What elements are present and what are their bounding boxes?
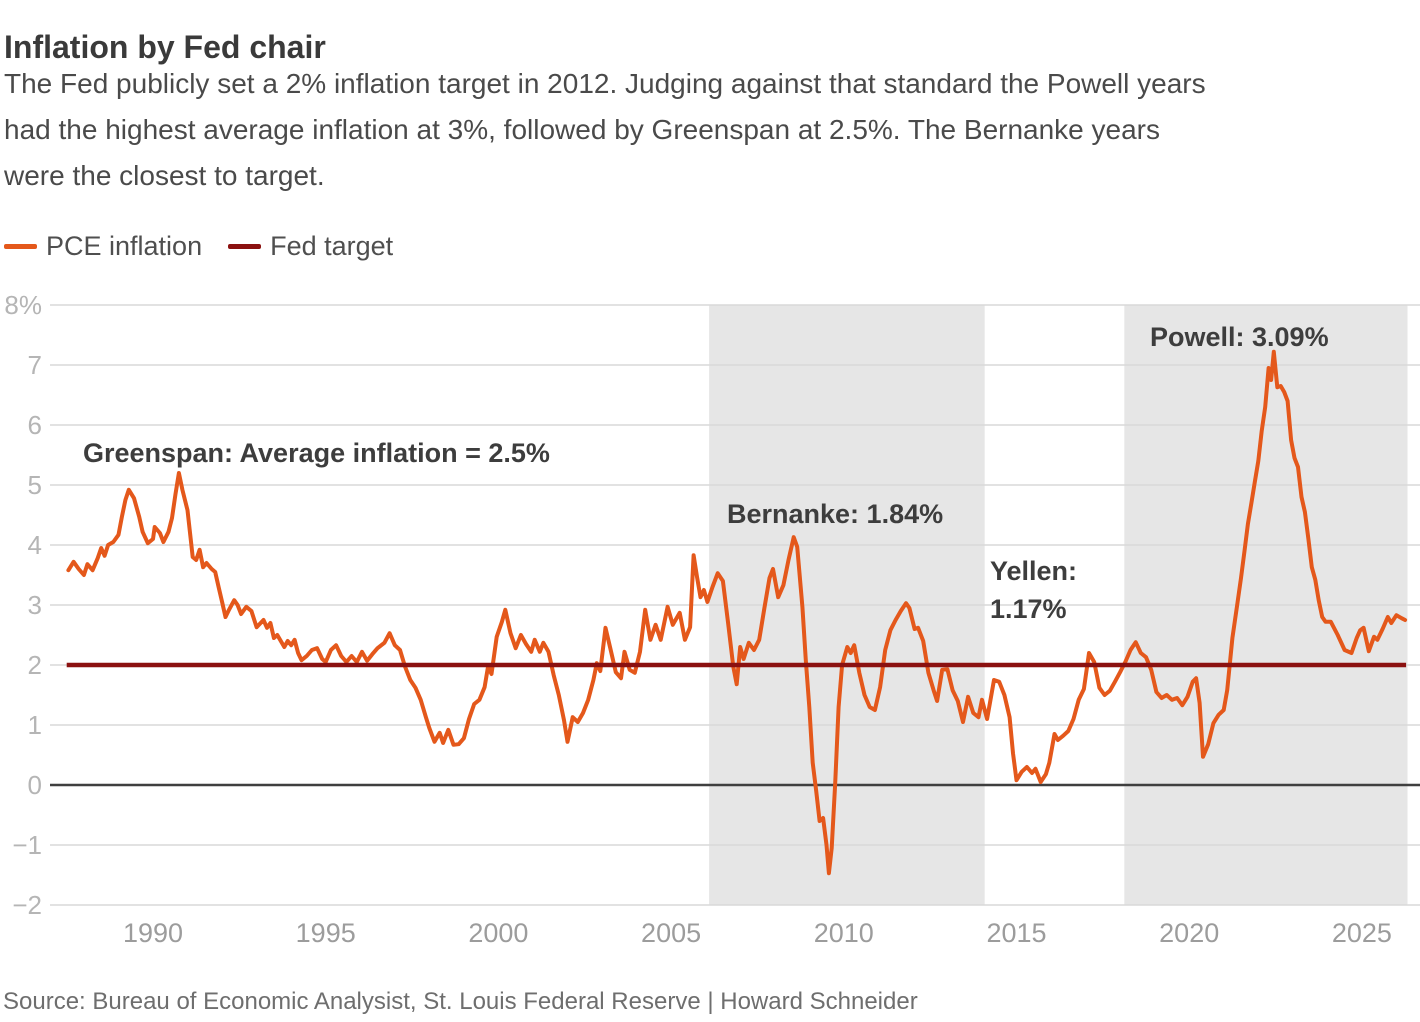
legend-label-fed-target: Fed target (270, 231, 394, 261)
y-axis-tick--2: −2 (12, 890, 42, 920)
inflation-line-chart: 8% 7 6 5 4 3 2 1 0 −1 −2 1990 1995 2000 2005 2010 2015 20… (0, 290, 1420, 955)
x-axis-tick-2025: 2025 (1332, 918, 1392, 948)
source-attribution: Source: Bureau of Economic Analysist, St… (3, 988, 918, 1015)
x-axis-tick-1995: 1995 (296, 918, 356, 948)
page-title: Inflation by Fed chair (4, 29, 326, 66)
annotation-yellen: Yellen: 1.17% (990, 556, 1078, 624)
x-axis-tick-2000: 2000 (468, 918, 528, 948)
y-axis-tick-4: 4 (28, 530, 42, 560)
fed-target-swatch-icon (228, 244, 262, 249)
y-axis-tick-8: 8% (4, 290, 42, 320)
annotation-bernanke: Bernanke: 1.84% (727, 499, 944, 529)
subtitle-line-3: were the closest to target. (4, 160, 325, 191)
pce-inflation-line (66, 349, 1408, 876)
x-axis-tick-2005: 2005 (641, 918, 701, 948)
annotation-powell: Powell: 3.09% (1150, 322, 1329, 352)
y-axis-tick-2: 2 (28, 650, 42, 680)
chart-legend: PCE inflation Fed target (4, 231, 393, 262)
legend-label-pce-inflation: PCE inflation (46, 231, 203, 261)
x-axis-tick-2015: 2015 (986, 918, 1046, 948)
chart-subtitle: The Fed publicly set a 2% inflation targ… (4, 61, 1206, 199)
pce-inflation-swatch-icon (4, 244, 37, 249)
chart-canvas: 8% 7 6 5 4 3 2 1 0 −1 −2 1990 1995 2000 2005 2010 2015 20… (4, 290, 1420, 948)
y-axis-tick-3: 3 (28, 590, 42, 620)
y-axis-tick-1: 1 (28, 710, 42, 740)
y-axis-tick-6: 6 (28, 410, 42, 440)
y-axis-tick--1: −1 (12, 830, 42, 860)
subtitle-line-1: The Fed publicly set a 2% inflation targ… (4, 68, 1206, 99)
x-axis-tick-2020: 2020 (1159, 918, 1219, 948)
y-axis-tick-5: 5 (28, 470, 42, 500)
annotation-greenspan: Greenspan: Average inflation = 2.5% (83, 438, 550, 468)
x-axis-tick-2010: 2010 (814, 918, 874, 948)
y-axis-tick-7: 7 (28, 350, 42, 380)
legend-item-pce-inflation: PCE inflation (4, 231, 202, 262)
y-axis-tick-0: 0 (28, 770, 42, 800)
legend-item-fed-target: Fed target (228, 231, 393, 262)
x-axis-tick-1990: 1990 (123, 918, 183, 948)
subtitle-line-2: had the highest average inflation at 3%,… (4, 114, 1160, 145)
